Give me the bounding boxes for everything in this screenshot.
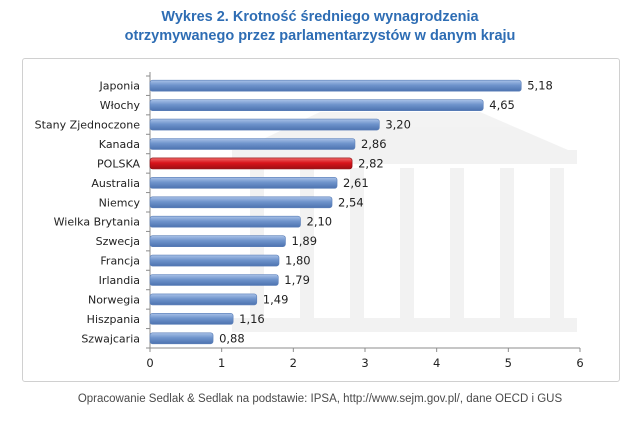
bar — [149, 254, 280, 267]
value-label: 4,65 — [489, 98, 515, 112]
bar — [149, 79, 522, 92]
category-label: Włochy — [100, 99, 141, 112]
bar — [149, 332, 214, 345]
category-label: Norwegia — [88, 293, 140, 306]
chart-title: Wykres 2. Krotność średniego wynagrodzen… — [0, 8, 640, 46]
category-label: Irlandia — [99, 274, 140, 287]
x-tick-label: 6 — [576, 356, 583, 370]
bar-highlight — [149, 157, 353, 170]
category-label: Wielka Brytania — [54, 216, 140, 229]
bar — [149, 196, 333, 209]
value-label: 2,54 — [338, 195, 364, 209]
x-tick-label: 5 — [505, 356, 512, 370]
value-label: 0,88 — [219, 331, 245, 345]
category-label: Australia — [91, 177, 140, 190]
bar — [149, 293, 258, 306]
category-label: Hiszpania — [87, 313, 140, 326]
title-line-2: otrzymywanego przez parlamentarzystów w … — [124, 28, 516, 44]
category-label: Szwajcaria — [81, 332, 140, 345]
bar — [149, 138, 356, 150]
category-label: Japonia — [99, 80, 140, 93]
value-label: 2,82 — [358, 156, 384, 170]
bar — [149, 235, 286, 247]
bar — [149, 274, 279, 286]
value-label: 2,61 — [343, 176, 369, 190]
bar — [149, 313, 234, 325]
value-label: 2,86 — [361, 137, 387, 151]
bar — [149, 215, 301, 228]
value-label: 3,20 — [385, 118, 411, 132]
title-line-1: Wykres 2. Krotność średniego wynagrodzen… — [161, 9, 479, 25]
value-label: 1,79 — [284, 273, 310, 287]
chart-frame — [22, 58, 620, 382]
value-label: 1,16 — [239, 312, 265, 326]
category-label: Niemcy — [99, 196, 141, 209]
category-label: Szwecja — [96, 235, 140, 248]
value-label: 1,89 — [291, 234, 317, 248]
bar — [149, 99, 484, 111]
value-label: 5,18 — [527, 79, 553, 93]
x-tick-label: 4 — [433, 356, 440, 370]
x-tick-label: 2 — [290, 356, 297, 370]
value-label: 1,80 — [285, 254, 311, 268]
x-tick-label: 0 — [146, 356, 153, 370]
category-label: POLSKA — [97, 157, 140, 170]
x-tick-label: 3 — [361, 356, 368, 370]
value-label: 1,49 — [263, 292, 289, 306]
x-tick-label: 1 — [218, 356, 225, 370]
category-label: Stany Zjednoczone — [35, 119, 141, 132]
category-label: Kanada — [99, 138, 140, 151]
bar — [149, 177, 338, 189]
source-note: Opracowanie Sedlak & Sedlak na podstawie… — [77, 393, 563, 405]
category-label: Francja — [100, 255, 140, 268]
bar — [149, 118, 380, 131]
value-label: 2,10 — [307, 215, 333, 229]
